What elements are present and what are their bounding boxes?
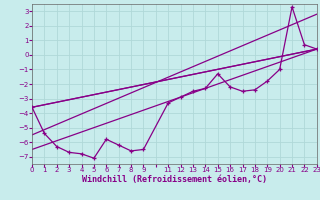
X-axis label: Windchill (Refroidissement éolien,°C): Windchill (Refroidissement éolien,°C) — [82, 175, 267, 184]
